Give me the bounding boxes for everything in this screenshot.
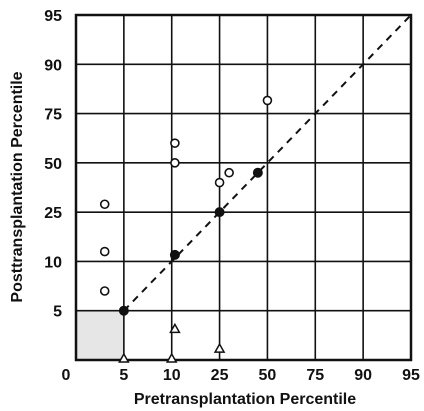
open-circle-point xyxy=(170,138,180,148)
plot-border xyxy=(74,13,413,362)
reference-line xyxy=(123,14,412,312)
open-circle-point xyxy=(99,199,110,210)
y-tick-label: 50 xyxy=(44,156,62,173)
y-axis-title: Posttransplantation Percentile xyxy=(9,71,26,302)
open-circle-point xyxy=(224,167,234,178)
y-tick-labels: 5 10 25 50 75 90 95 xyxy=(44,8,62,321)
y-tick-label: 10 xyxy=(44,254,62,271)
y-tick-label: 95 xyxy=(44,8,62,25)
identity-line xyxy=(123,14,412,312)
x-axis-title: Pretransplantation Percentile xyxy=(134,391,356,408)
x-tick-label: 25 xyxy=(211,367,229,384)
x-tick-label: 95 xyxy=(402,367,420,384)
x-tick-label: 10 xyxy=(163,367,181,384)
open-triangle-point xyxy=(165,352,178,363)
open-circle-point xyxy=(99,246,110,257)
open-triangle-point xyxy=(213,342,226,353)
y-tick-label: 90 xyxy=(44,57,62,74)
low-percentile-region xyxy=(76,310,124,360)
open-circle-point xyxy=(170,158,180,168)
filled-circle-point xyxy=(118,305,129,316)
shaded-region xyxy=(76,310,124,360)
y-tick-label: 75 xyxy=(44,107,62,124)
x-tick-label: 75 xyxy=(306,367,324,384)
grid-lines xyxy=(76,15,411,360)
x-tick-label: 50 xyxy=(259,367,277,384)
x-tick-label: 90 xyxy=(354,367,372,384)
open-circle-point xyxy=(214,177,225,188)
open-triangle-point xyxy=(118,352,130,363)
y-tick-label: 25 xyxy=(44,205,62,222)
data-points xyxy=(99,95,273,363)
open-triangle-point xyxy=(169,322,181,334)
filled-circle-point xyxy=(252,167,263,178)
filled-circle-point xyxy=(169,249,180,260)
plot-frame xyxy=(74,13,413,362)
x-tick-label: 0 xyxy=(62,367,71,384)
x-tick-labels: 0 5 10 25 50 75 90 95 xyxy=(62,367,420,384)
open-circle-point xyxy=(99,286,110,296)
y-tick-label: 5 xyxy=(53,304,62,321)
open-circle-point xyxy=(262,95,273,106)
filled-circle-point xyxy=(214,207,225,218)
x-tick-label: 5 xyxy=(119,367,128,384)
